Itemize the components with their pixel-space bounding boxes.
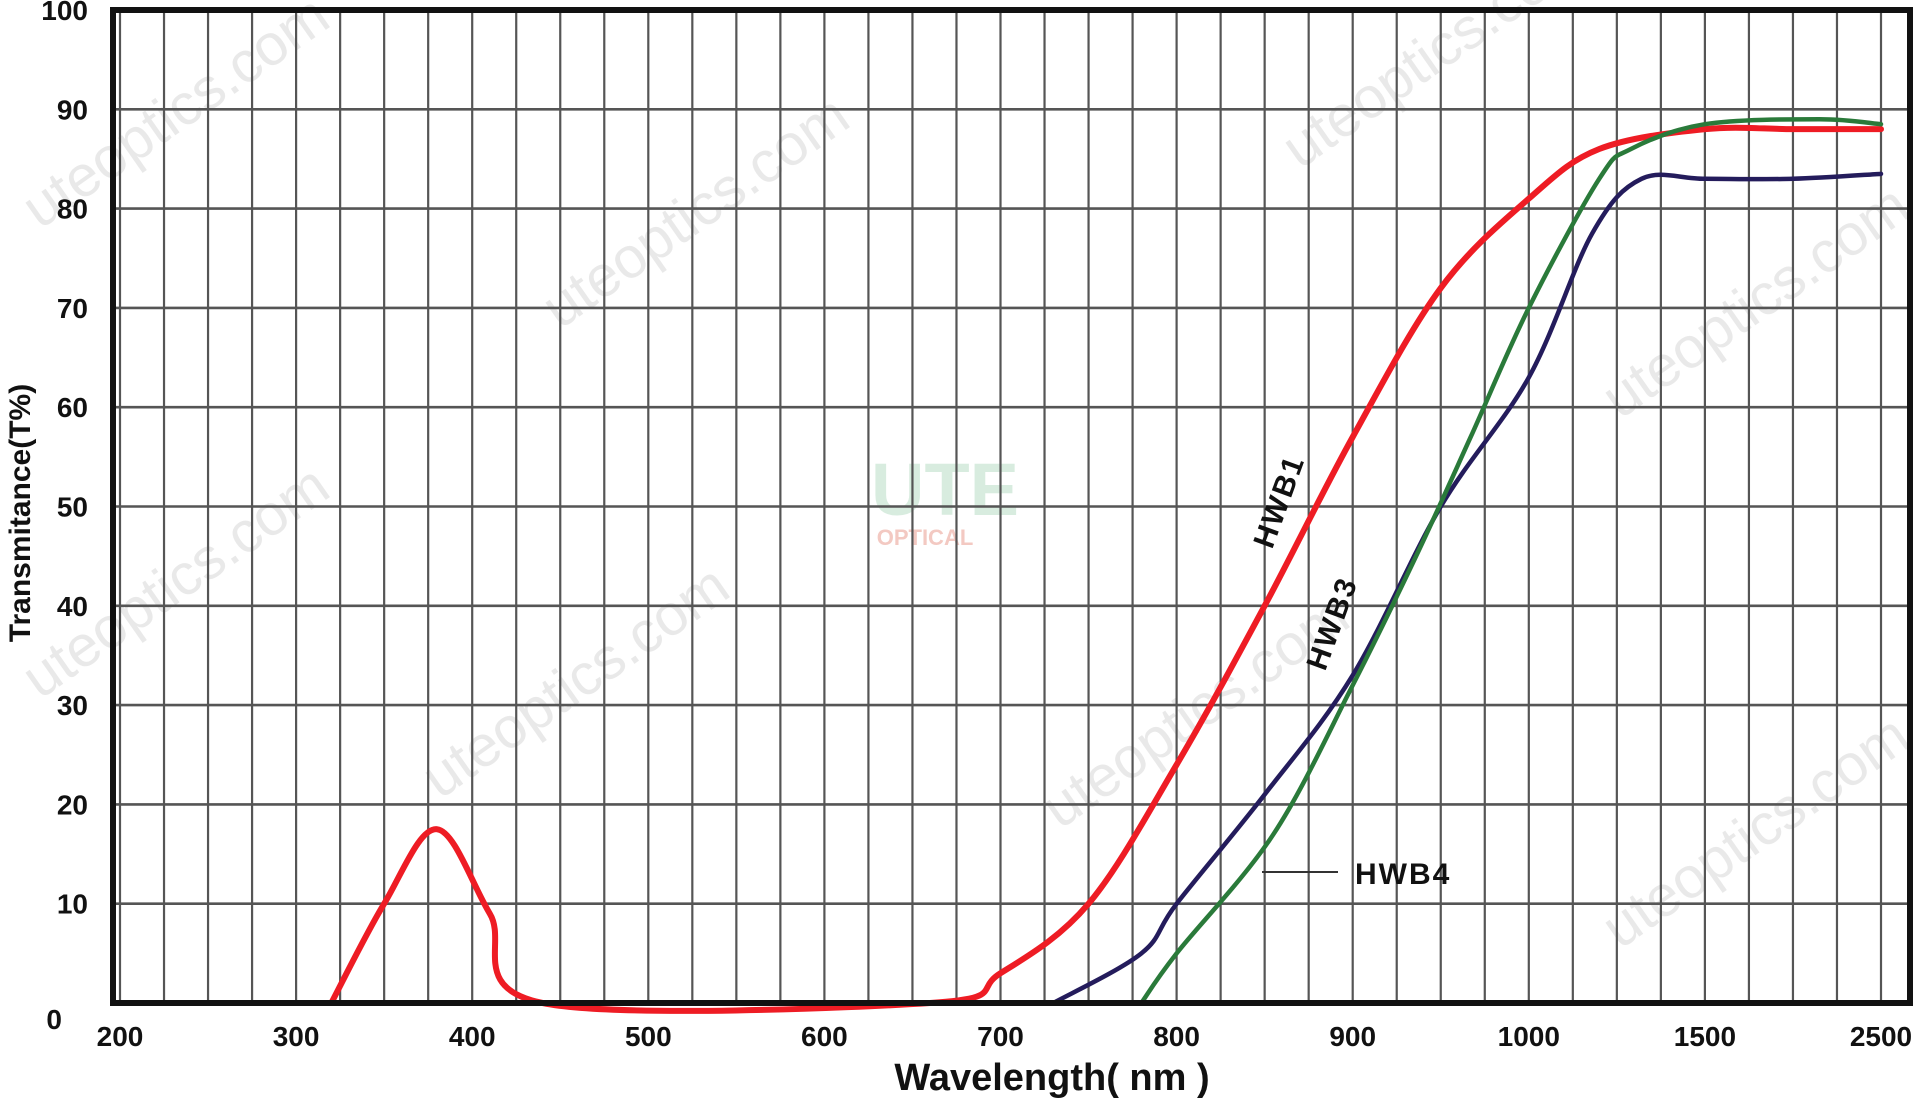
watermark-text: uteoptics.com: [410, 552, 740, 810]
watermark-logo: UTE: [871, 448, 1019, 531]
y-tick-label: 30: [57, 690, 88, 721]
watermark-text: uteoptics.com: [1590, 702, 1920, 960]
y-tick-label: 70: [57, 293, 88, 324]
watermark-text: uteoptics.com: [530, 82, 860, 340]
y-tick-labels: 0 10 20 30 40 50 60 70 80 90 100: [41, 0, 88, 1035]
y-tick-label: 90: [57, 94, 88, 125]
x-tick-label: 200: [97, 1021, 144, 1052]
plot-frame: [110, 7, 1913, 1006]
curve-label-hwb4: HWB4: [1355, 858, 1451, 891]
series-line-hwb4: [1139, 116, 1884, 1006]
watermark-text: uteoptics.com: [1590, 172, 1920, 430]
y-tick-label: 60: [57, 392, 88, 423]
x-tick-label: 900: [1329, 1021, 1376, 1052]
y-tick-label: 40: [57, 591, 88, 622]
x-tick-labels: 200 300 400 500 600 700 800 900 1000 1500 2500: [97, 1021, 1913, 1052]
x-tick-label: 700: [977, 1021, 1024, 1052]
y-tick-label: 50: [57, 492, 88, 523]
y-tick-label: 100: [41, 0, 88, 26]
x-tick-label: 2500: [1850, 1021, 1912, 1052]
y-tick-label: 0: [46, 1004, 62, 1035]
watermark-text: uteoptics.com: [1030, 582, 1360, 840]
x-tick-label: 400: [449, 1021, 496, 1052]
x-tick-label: 300: [273, 1021, 320, 1052]
series-line-hwb1: [328, 124, 1884, 1014]
watermark-text: uteoptics.com: [1270, 0, 1600, 181]
curves: [328, 116, 1884, 1014]
x-tick-label: 1500: [1674, 1021, 1736, 1052]
x-tick-label: 800: [1153, 1021, 1200, 1052]
y-tick-label: 10: [57, 889, 88, 920]
grid: [113, 8, 1910, 1005]
y-axis-label: Transmitance(T%): [4, 384, 37, 642]
watermark-logo-sub: OPTICAL: [877, 525, 974, 550]
y-tick-label: 20: [57, 789, 88, 820]
x-axis-label: Wavelength( nm ): [894, 1057, 1209, 1099]
series-line-hwb3: [1051, 171, 1884, 1006]
x-tick-label: 1000: [1498, 1021, 1560, 1052]
y-tick-label: 80: [57, 194, 88, 225]
x-tick-label: 500: [625, 1021, 672, 1052]
x-tick-label: 600: [801, 1021, 848, 1052]
